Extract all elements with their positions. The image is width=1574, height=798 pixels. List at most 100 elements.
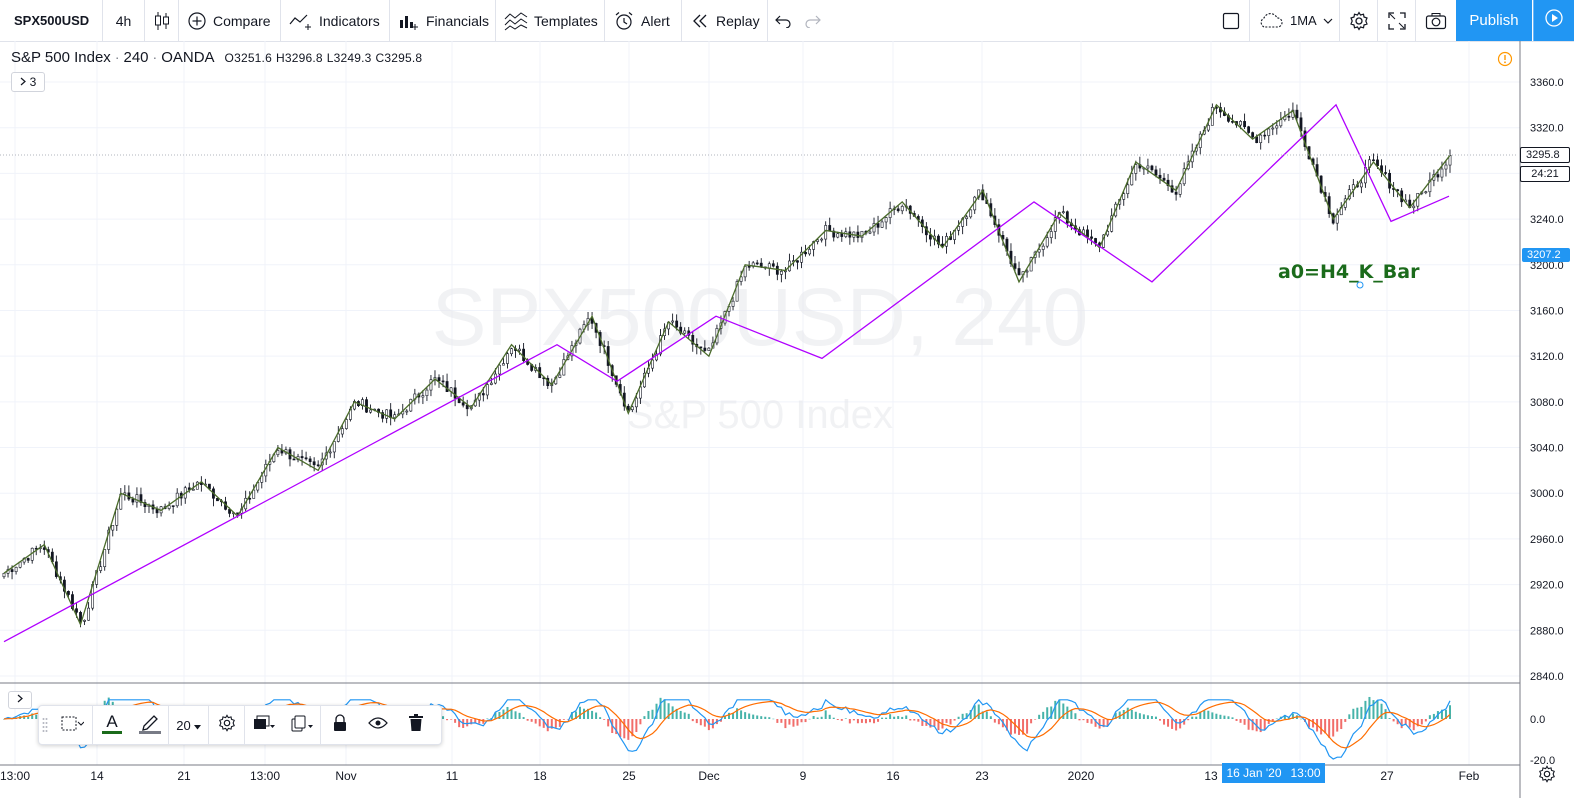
macd-histogram-bar <box>1034 719 1037 720</box>
chart-area[interactable]: SPX500USD, 240 S&P 500 Index 3360.0 3320.… <box>0 41 1574 798</box>
axis-settings-button[interactable] <box>1538 765 1556 788</box>
candle <box>832 227 836 242</box>
macd-histogram-bar <box>1098 719 1101 729</box>
macd-histogram-bar <box>1082 719 1085 721</box>
macd-histogram-bar <box>587 708 590 719</box>
template-select-button[interactable] <box>51 706 93 744</box>
redo-button[interactable] <box>798 0 828 41</box>
hide-button[interactable] <box>359 706 397 744</box>
alert-button[interactable]: Alert <box>605 0 682 41</box>
indicators-button[interactable]: Indicators <box>281 0 390 41</box>
indicators-label: Indicators <box>319 12 380 29</box>
interval-button[interactable]: 4h <box>103 0 145 41</box>
lock-button[interactable] <box>321 706 359 744</box>
macd-histogram-bar <box>1058 699 1061 719</box>
clone-button[interactable] <box>283 706 321 744</box>
candle <box>1025 269 1029 278</box>
candle-body <box>1166 179 1170 187</box>
candle <box>381 409 385 423</box>
candle <box>300 449 304 466</box>
bar-countdown-tag: 24:21 <box>1520 166 1570 182</box>
annotation-anchor[interactable] <box>1356 281 1364 289</box>
candle <box>389 403 393 426</box>
macd-histogram-bar <box>748 713 751 719</box>
pane-collapse-button[interactable] <box>8 691 32 709</box>
candle <box>671 313 675 326</box>
series-legend[interactable]: S&P 500 Index · 240 · OANDA O3251.6 H329… <box>11 49 422 66</box>
candle <box>393 411 397 422</box>
macd-histogram-bar <box>877 719 880 722</box>
macd-histogram-bar <box>1424 719 1427 722</box>
macd-histogram-bar <box>893 716 896 719</box>
macd-axis[interactable]: 0.0 -20.0 <box>1530 714 1555 767</box>
delete-button[interactable] <box>397 706 435 744</box>
macd-histogram-bar <box>687 713 690 719</box>
macd-histogram-bar <box>1074 713 1077 719</box>
financials-button[interactable]: Financials <box>390 0 496 41</box>
time-axis[interactable]: 13:00142113:00Nov111825Dec91623202013202… <box>0 769 1480 783</box>
candle-body <box>1384 172 1387 174</box>
candle-body <box>1376 159 1379 167</box>
time-tick-label: Dec <box>698 769 719 783</box>
font-size-select[interactable]: 20 <box>169 706 209 744</box>
candle <box>788 253 791 272</box>
macd-histogram-bar <box>723 715 726 719</box>
macd-histogram-bar <box>1360 706 1363 719</box>
macd-histogram-bar <box>1167 719 1170 727</box>
candle <box>99 560 103 574</box>
drag-handle[interactable] <box>39 706 51 744</box>
macd-histogram-bar <box>3 719 5 720</box>
macd-histogram-bar <box>752 714 755 719</box>
fullscreen-button[interactable] <box>1378 0 1416 41</box>
macd-histogram-bar <box>1263 719 1266 730</box>
macd-histogram-bar <box>510 709 513 719</box>
macd-histogram-bar <box>623 719 626 739</box>
macd-histogram-bar <box>554 719 557 728</box>
candle <box>123 485 127 501</box>
price-tick-label: 3000.0 <box>1530 488 1564 500</box>
time-tick-label: 13:00 <box>250 769 280 783</box>
publish-button[interactable]: Publish <box>1456 0 1532 41</box>
macd-histogram-bar <box>1432 713 1435 719</box>
chart-type-button[interactable] <box>145 0 179 41</box>
settings-button[interactable] <box>1340 0 1378 41</box>
line-color-button[interactable] <box>131 706 169 744</box>
macd-histogram-bar <box>1412 719 1415 731</box>
snapshot-button[interactable] <box>1416 0 1456 41</box>
macd-histogram-bar <box>828 714 831 719</box>
price-tick-label: 3360.0 <box>1530 77 1564 89</box>
chevron-right-icon <box>20 75 26 89</box>
drawing-settings-button[interactable] <box>209 706 245 744</box>
candle-body <box>747 266 751 268</box>
macd-histogram-bar <box>881 717 884 719</box>
candle <box>429 375 433 397</box>
candle-body <box>1146 165 1150 169</box>
replay-button[interactable]: Replay <box>682 0 768 41</box>
macd-histogram-bar <box>478 719 481 724</box>
play-button[interactable] <box>1533 0 1574 41</box>
text-color-button[interactable]: A <box>93 706 131 744</box>
price-axis[interactable]: 3360.03320.03280.03240.03200.03160.03120… <box>1530 77 1564 683</box>
candle <box>1090 229 1093 245</box>
indicators-icon <box>289 11 313 31</box>
compare-button[interactable]: Compare <box>179 0 281 41</box>
symbol-search-button[interactable]: SPX500USD <box>0 0 103 41</box>
visual-order-button[interactable] <box>245 706 283 744</box>
save-layout-button[interactable]: 1MA <box>1250 0 1340 41</box>
macd-histogram-bar <box>836 719 839 720</box>
templates-button[interactable]: Templates <box>496 0 605 41</box>
candle-body <box>771 263 775 267</box>
candle-body <box>707 347 711 351</box>
layout-select-button[interactable] <box>1212 0 1250 41</box>
time-tick-label: 9 <box>800 769 807 783</box>
info-warning-icon[interactable] <box>1497 51 1513 72</box>
candle-body <box>824 225 828 240</box>
macd-histogram-bar <box>832 717 835 719</box>
candle <box>1444 160 1448 177</box>
macd-histogram-bar <box>852 719 855 721</box>
undo-button[interactable] <box>768 0 798 41</box>
indicators-collapse-button[interactable]: 3 <box>11 72 45 92</box>
candle-body <box>1106 231 1110 236</box>
annotation-label[interactable]: a0=H4_K_Bar <box>1278 261 1420 283</box>
candle-body <box>42 547 46 550</box>
